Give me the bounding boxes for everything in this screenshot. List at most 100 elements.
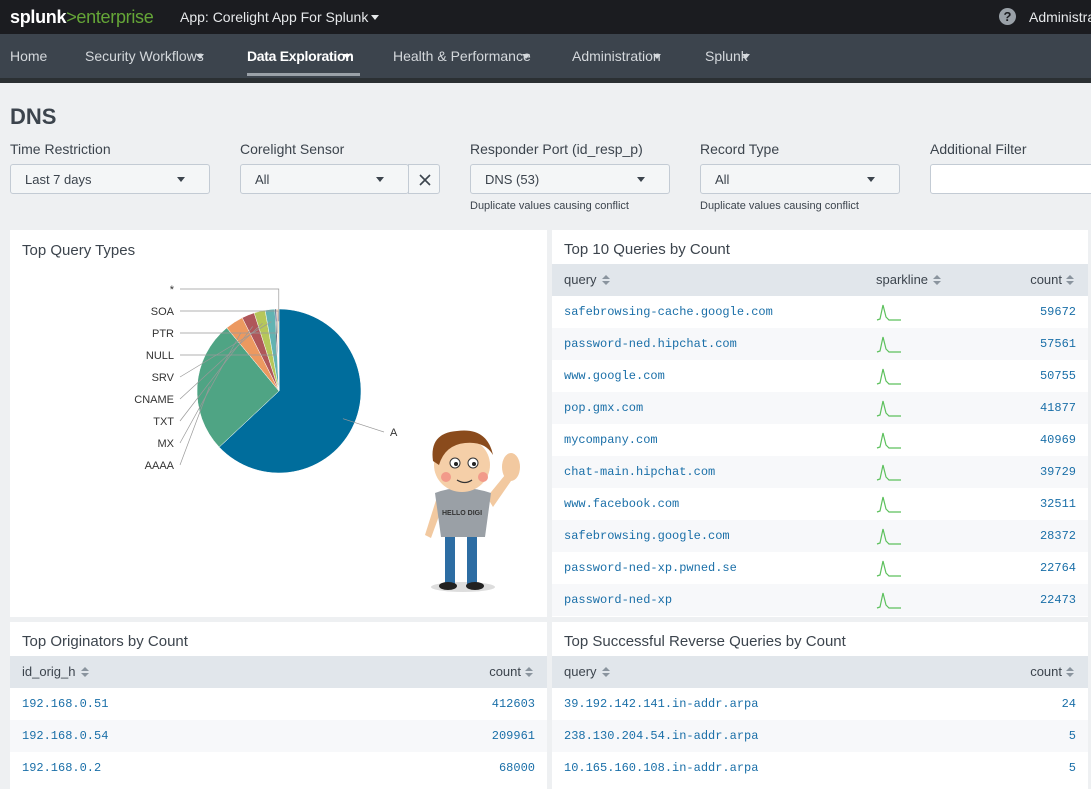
sparkline	[876, 464, 901, 481]
app-menu[interactable]: App: Corelight App For Splunk	[180, 9, 369, 25]
leg	[467, 533, 477, 585]
sparkline	[876, 304, 901, 321]
table-cell: 22473	[1039, 593, 1076, 607]
caret-icon	[867, 177, 875, 182]
sort-down	[525, 673, 533, 677]
user-menu[interactable]: Administra	[1029, 9, 1091, 25]
shirt	[435, 488, 491, 537]
caret-icon	[177, 177, 185, 182]
panel-title: Top Originators by Count	[22, 633, 188, 650]
dropdown[interactable]: All	[240, 164, 409, 194]
table-header: query count	[552, 656, 1088, 688]
table-cell[interactable]: www.google.com	[564, 369, 665, 383]
help-icon[interactable]: ?	[999, 8, 1016, 25]
nav-shadow	[0, 78, 1091, 83]
pie-label: MX	[158, 438, 175, 450]
table-cell: 57561	[1039, 337, 1076, 351]
sparkline	[876, 336, 901, 353]
top-bar: splunk>enterprise App: Corelight App For …	[0, 0, 1091, 34]
caret-icon	[343, 54, 351, 59]
panel-query-types: Top Query Types A AAAA MX TXT CNAME SRV NULL PTR…	[10, 230, 547, 617]
table-row: 10.165.160.108.in-addr.arpa 5	[552, 752, 1088, 784]
shirt-text: HELLO DIGI	[442, 510, 482, 517]
nav-item[interactable]: Security Workflows	[85, 48, 204, 64]
nav-item[interactable]: Health & Performance	[393, 48, 531, 64]
column-header[interactable]: count	[489, 664, 521, 679]
panel-reverse-queries: Top Successful Reverse Queries by Count q…	[552, 622, 1088, 789]
sort-icon[interactable]	[1066, 274, 1074, 286]
table-cell[interactable]: 238.130.204.54.in-addr.arpa	[564, 729, 759, 743]
dropdown-value: All	[715, 172, 730, 187]
leader-line	[179, 323, 263, 400]
sort-icon[interactable]	[525, 666, 533, 678]
sparkline-path	[876, 336, 901, 353]
table-cell[interactable]: 192.168.0.51	[22, 697, 109, 711]
page-title: DNS	[10, 104, 57, 129]
filter-label: Responder Port (id_resp_p)	[470, 141, 643, 157]
sort-icon[interactable]	[81, 666, 89, 678]
sparkline	[876, 496, 901, 513]
hair	[432, 430, 493, 465]
sort-down	[602, 673, 610, 677]
column-header[interactable]: count	[1030, 272, 1062, 287]
sparkline-path	[876, 368, 901, 385]
dropdown[interactable]: All	[700, 164, 900, 194]
column-header[interactable]: sparkline	[876, 272, 929, 287]
leader-line	[342, 418, 385, 433]
leader-line	[179, 326, 254, 422]
table-cell[interactable]: www.facebook.com	[564, 497, 680, 511]
table-cell: 22764	[1039, 561, 1076, 575]
nav-item[interactable]: Splunk	[705, 48, 748, 64]
sort-icon[interactable]	[1066, 666, 1074, 678]
nav-item[interactable]: Administration	[572, 48, 661, 64]
table-cell[interactable]: safebrowsing.google.com	[564, 529, 730, 543]
pie-label: PTR	[152, 328, 174, 340]
table-cell[interactable]: chat-main.hipchat.com	[564, 465, 716, 479]
column-header[interactable]: count	[1030, 664, 1062, 679]
column-header[interactable]: query	[564, 664, 597, 679]
column-header[interactable]: query	[564, 272, 597, 287]
clear-button[interactable]	[408, 164, 440, 194]
table-cell[interactable]: 192.168.0.54	[22, 729, 109, 743]
table-cell[interactable]: password-ned.hipchat.com	[564, 337, 737, 351]
nav-item[interactable]: Data Exploration	[247, 48, 354, 64]
dropdown[interactable]: DNS (53)	[470, 164, 670, 194]
table-cell[interactable]: 39.192.142.141.in-addr.arpa	[564, 697, 759, 711]
table-cell: 5	[1068, 761, 1076, 775]
table-cell[interactable]: 10.165.160.108.in-addr.arpa	[564, 761, 759, 775]
dropdown-value: Last 7 days	[25, 172, 92, 187]
sort-icon[interactable]	[602, 274, 610, 286]
nav-item[interactable]: Home	[10, 48, 48, 64]
sparkline-path	[876, 592, 901, 609]
column-header[interactable]: id_orig_h	[22, 664, 76, 679]
filter-label: Record Type	[700, 141, 780, 157]
hand-wave	[502, 453, 520, 481]
table-cell: 24	[1061, 697, 1076, 711]
table-cell: 39729	[1039, 465, 1076, 479]
table-header: id_orig_h count	[10, 656, 547, 688]
dropdown-value: All	[255, 172, 270, 187]
sort-icon[interactable]	[602, 666, 610, 678]
table-row: 192.168.0.51 412603	[10, 688, 547, 720]
filter-label: Corelight Sensor	[240, 141, 345, 157]
table-cell[interactable]: safebrowsing-cache.google.com	[564, 305, 773, 319]
table-cell[interactable]: mycompany.com	[564, 433, 658, 447]
caret-icon	[637, 177, 645, 182]
table-cell[interactable]: password-ned-xp	[564, 593, 673, 607]
sort-icon[interactable]	[933, 274, 941, 286]
table-cell[interactable]: pop.gmx.com	[564, 401, 644, 415]
table-cell: 5	[1068, 729, 1076, 743]
table-cell[interactable]: password-ned-xp.pwned.se	[564, 561, 737, 575]
text-input[interactable]	[930, 164, 1091, 194]
pie-label: NULL	[146, 350, 174, 362]
panel-top-queries: Top 10 Queries by Count query sparkline cou…	[552, 230, 1088, 617]
table-row: 192.168.0.2 68000	[10, 752, 547, 784]
table-row: safebrowsing.google.com 28372	[552, 520, 1088, 552]
panel-title: Top 10 Queries by Count	[564, 241, 730, 258]
sparkline	[876, 400, 901, 417]
table-header: query sparkline count	[552, 264, 1088, 296]
dropdown[interactable]: Last 7 days	[10, 164, 210, 194]
table-cell[interactable]: 192.168.0.2	[22, 761, 102, 775]
